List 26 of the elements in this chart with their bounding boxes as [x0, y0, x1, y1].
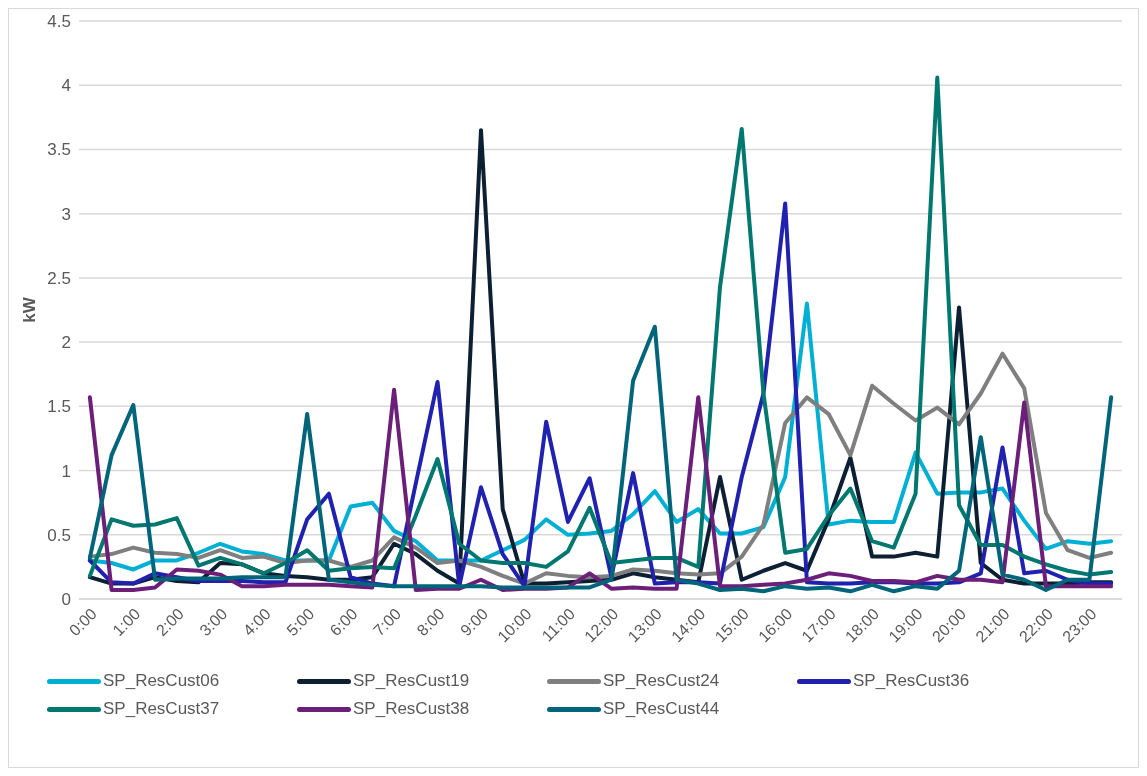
y-tick-label: 3.5: [47, 140, 71, 160]
x-tick-label: 6:00: [326, 605, 361, 640]
legend-label: SP_ResCust19: [353, 671, 470, 691]
y-tick-label: 4: [61, 76, 71, 96]
x-tick-label: 1:00: [109, 605, 144, 640]
x-tick-label: 9:00: [457, 605, 492, 640]
y-tick-label: 1: [61, 461, 71, 481]
legend-label: SP_ResCust24: [603, 671, 720, 691]
legend-label: SP_ResCust37: [103, 699, 220, 719]
legend-label: SP_ResCust06: [103, 671, 220, 691]
x-tick-label: 7:00: [370, 605, 405, 640]
y-tick-label: 2.5: [47, 268, 71, 288]
y-tick-label: 1.5: [47, 397, 71, 417]
x-tick-label: 3:00: [196, 605, 231, 640]
x-tick-label: 8:00: [413, 605, 448, 640]
y-tick-label: 2: [61, 333, 71, 353]
line-series: [87, 387, 1114, 593]
y-tick-label: 4.5: [47, 12, 71, 32]
legend-label: SP_ResCust44: [603, 699, 720, 719]
x-tick-label: 4:00: [239, 605, 274, 640]
y-axis-title: kW: [20, 296, 40, 323]
y-tick-label: 0.5: [47, 525, 71, 545]
x-tick-label: 5:00: [283, 605, 318, 640]
legend-label: SP_ResCust38: [353, 699, 470, 719]
y-tick-label: 3: [61, 204, 71, 224]
legend-label: SP_ResCust36: [853, 671, 970, 691]
